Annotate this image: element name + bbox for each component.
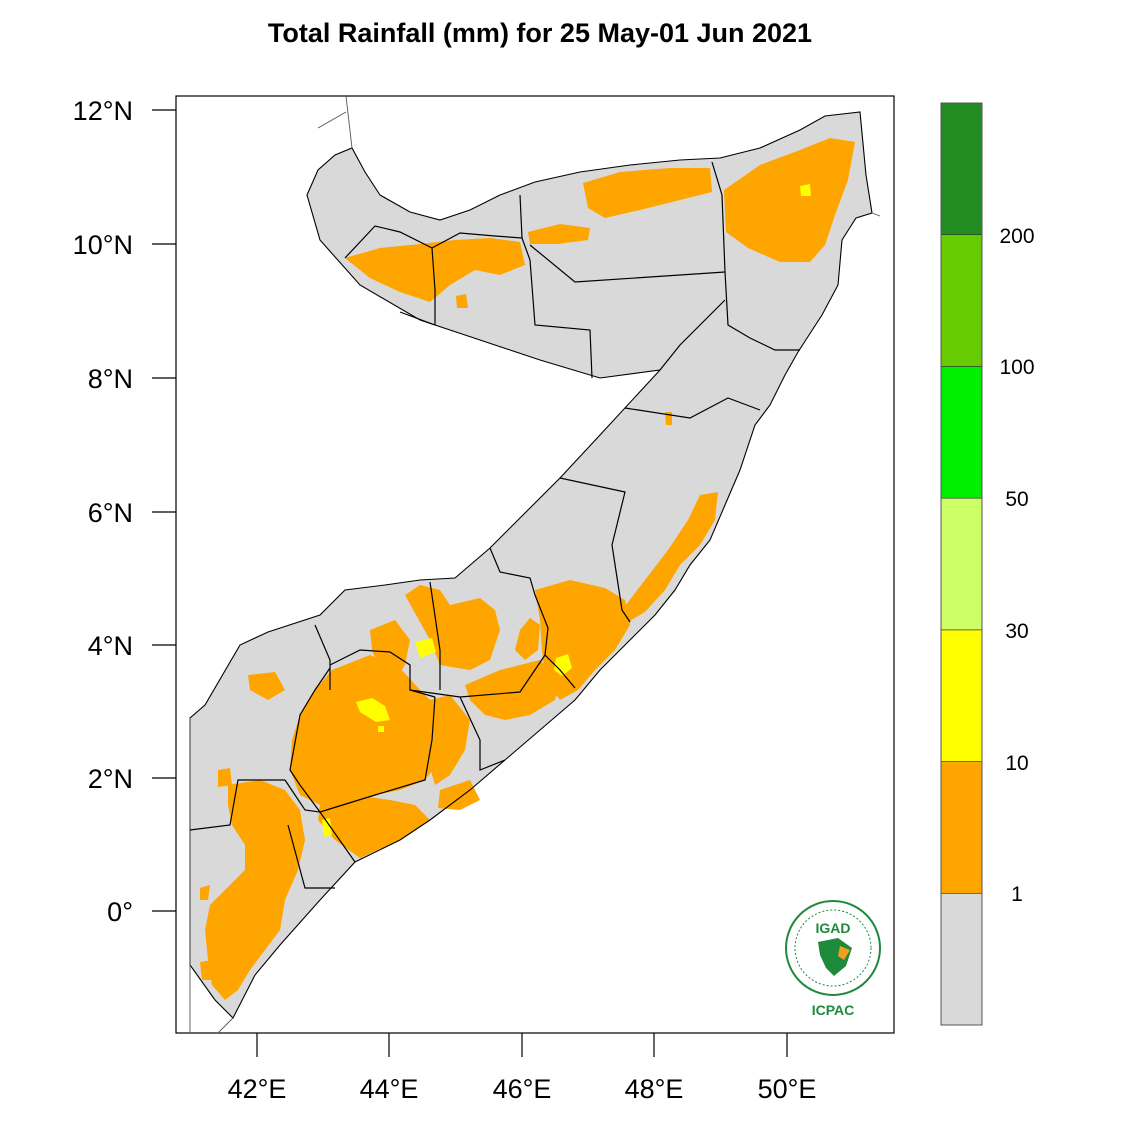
colorbar-segment	[940, 234, 983, 367]
colorbar-segment	[940, 497, 983, 631]
colorbar-label: 100	[999, 356, 1034, 379]
colorbar-label: 10	[1005, 752, 1028, 775]
rainfall-10-30mm-areas	[322, 184, 811, 837]
lon-label: 46°E	[493, 1074, 552, 1104]
colorbar-segment	[940, 102, 983, 236]
lat-label: 0°	[107, 897, 133, 927]
lon-label: 44°E	[360, 1074, 419, 1104]
map-title: Total Rainfall (mm) for 25 May-01 Jun 20…	[267, 18, 813, 48]
lat-label: 2°N	[88, 764, 133, 794]
regional-boundaries	[189, 161, 800, 889]
colorbar-label: 1	[1011, 883, 1023, 906]
colorbar-label: 50	[1005, 488, 1028, 511]
somalia-border	[189, 111, 873, 1019]
lon-label: 48°E	[625, 1074, 684, 1104]
rainfall-1-10mm-areas	[200, 138, 855, 1000]
colorbar-label: 200	[999, 225, 1034, 248]
icpac-logo: IGAD ICPAC	[785, 900, 881, 1018]
lat-label: 12°N	[73, 96, 133, 126]
colorbar-segment	[940, 366, 983, 499]
colorbar-segment	[940, 629, 983, 762]
lon-label: 42°E	[228, 1074, 287, 1104]
lat-label: 4°N	[88, 631, 133, 661]
lat-label: 6°N	[88, 498, 133, 528]
neighbour-borders	[189, 96, 881, 1033]
colorbar-frame	[940, 102, 983, 1026]
colorbar-label: 30	[1005, 620, 1028, 643]
axis-ticks	[152, 109, 788, 1057]
logo-bottom-text: ICPAC	[812, 1002, 855, 1018]
colorbar	[940, 102, 983, 1026]
lat-label: 8°N	[88, 364, 133, 394]
horn-of-africa-icon	[838, 946, 850, 960]
lat-label: 10°N	[73, 230, 133, 260]
logo-top-text: IGAD	[816, 920, 851, 936]
colorbar-segment	[940, 761, 983, 894]
lon-label: 50°E	[758, 1074, 817, 1104]
colorbar-segment	[940, 892, 983, 1026]
